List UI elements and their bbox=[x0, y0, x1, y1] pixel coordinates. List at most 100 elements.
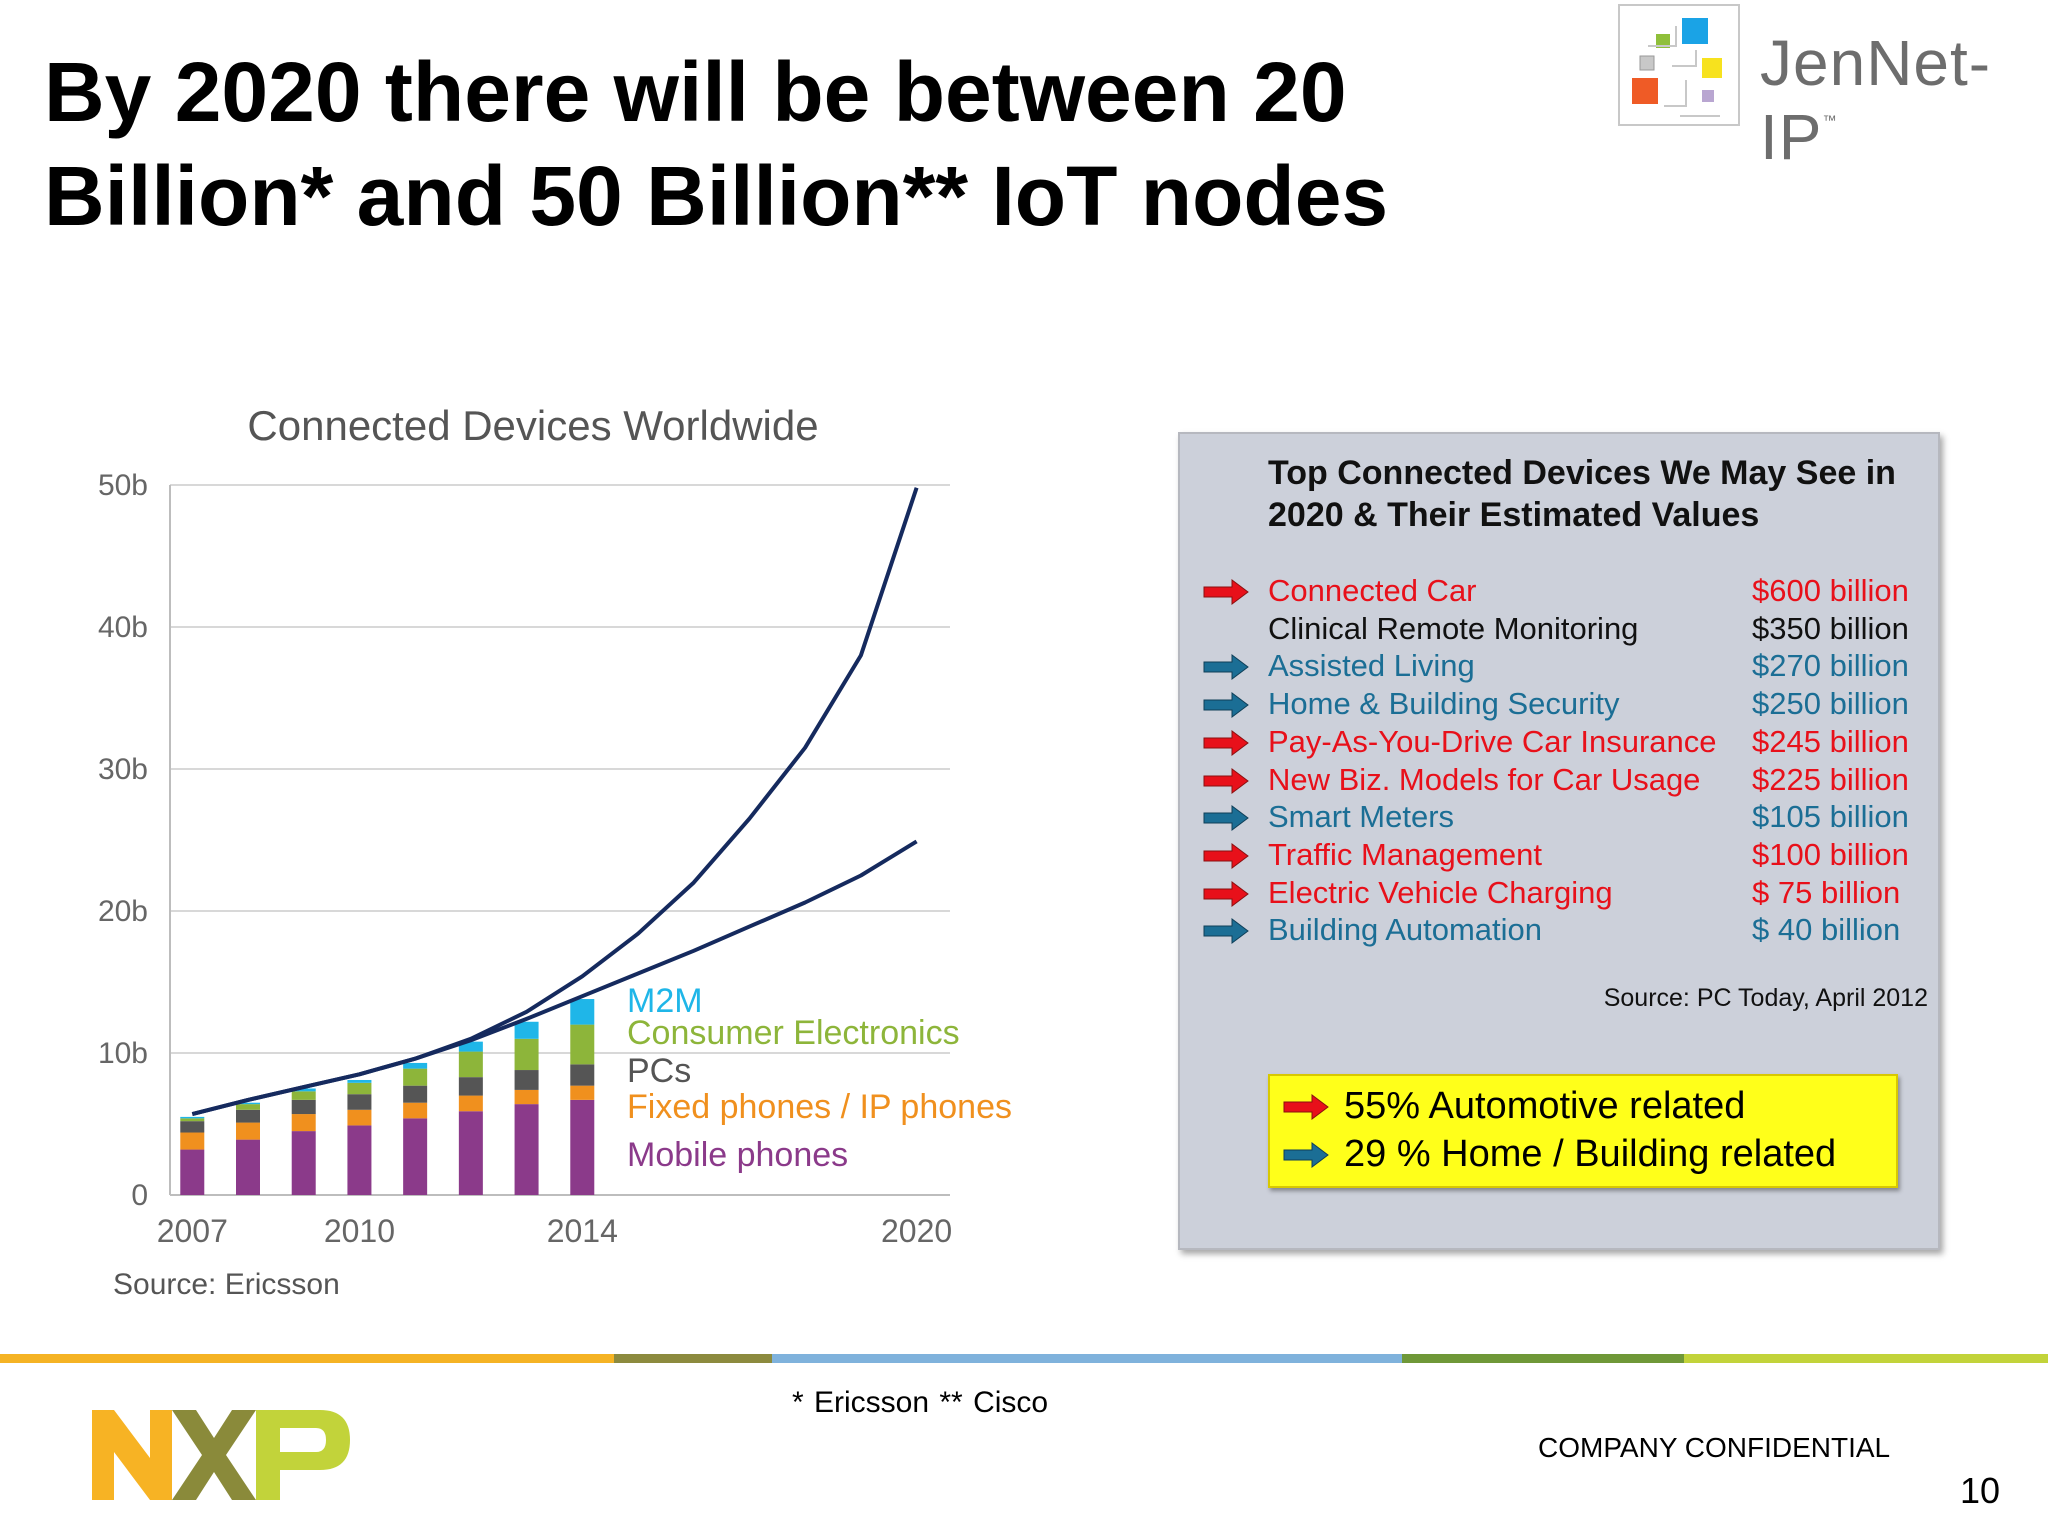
bar-segment bbox=[291, 1091, 316, 1100]
bar-segment bbox=[347, 1094, 372, 1110]
right-arrow-icon bbox=[1203, 654, 1249, 681]
footnote: * Ericsson ** Cisco bbox=[792, 1386, 1049, 1419]
x-tick-label: 2007 bbox=[157, 1213, 228, 1249]
right-arrow-icon bbox=[1203, 842, 1249, 869]
right-arrow-icon bbox=[1283, 1142, 1329, 1168]
device-name: Electric Vehicle Charging bbox=[1268, 874, 1613, 910]
jennet-logo-tm: ™ bbox=[1822, 112, 1838, 128]
device-value: $ 40 billion bbox=[1752, 912, 1901, 948]
bar-segment bbox=[458, 1051, 483, 1078]
trend-line bbox=[191, 839, 918, 1117]
bar-segment bbox=[180, 1121, 205, 1133]
y-tick-label: 50b bbox=[98, 469, 148, 502]
legend-label: Mobile phones bbox=[627, 1136, 848, 1174]
slide-title-line2: Billion* and 50 Billion** IoT nodes bbox=[44, 149, 1389, 243]
device-row: Clinical Remote Monitoring $350 billion bbox=[1180, 610, 1940, 648]
bar-segment bbox=[570, 1024, 595, 1065]
device-name: New Biz. Models for Car Usage bbox=[1268, 761, 1701, 797]
device-row: New Biz. Models for Car Usage $225 billio… bbox=[1180, 761, 1940, 799]
right-arrow-icon bbox=[1203, 692, 1249, 719]
device-value: $100 billion bbox=[1752, 836, 1909, 872]
bar-segment bbox=[458, 1095, 483, 1112]
y-tick-label: 40b bbox=[98, 611, 148, 644]
bar-segment bbox=[403, 1068, 428, 1086]
device-value: $250 billion bbox=[1752, 686, 1909, 722]
callout-text: 55% Automotive related bbox=[1344, 1085, 1746, 1127]
right-arrow-icon bbox=[1203, 918, 1249, 945]
device-row: Assisted Living $270 billion bbox=[1180, 647, 1940, 685]
legend-label: PCs bbox=[627, 1052, 691, 1090]
device-value: $600 billion bbox=[1752, 573, 1909, 608]
footer-stripe-segment bbox=[1684, 1354, 2048, 1363]
bar-segment bbox=[291, 1088, 316, 1092]
bar-segment bbox=[570, 999, 595, 1025]
bar-segment bbox=[236, 1109, 260, 1123]
device-value: $225 billion bbox=[1752, 761, 1909, 797]
device-row: Pay-As-You-Drive Car Insurance $245 billi… bbox=[1180, 723, 1940, 761]
bar-segment bbox=[514, 1070, 539, 1090]
footer-stripe-segment bbox=[772, 1354, 1402, 1363]
jennet-logo-text: JenNet-IP™ bbox=[1760, 26, 2048, 174]
device-name: Traffic Management bbox=[1268, 836, 1542, 872]
right-arrow-icon bbox=[1203, 880, 1249, 907]
bar-segment bbox=[458, 1041, 483, 1052]
bar-segment bbox=[236, 1104, 260, 1110]
footer-stripe-segment bbox=[1402, 1354, 1684, 1363]
bar-segment bbox=[403, 1062, 428, 1069]
footer-stripe-segment bbox=[0, 1354, 614, 1363]
device-name: Smart Meters bbox=[1268, 799, 1455, 835]
y-tick-label: 0 bbox=[131, 1179, 148, 1212]
x-tick-label: 2014 bbox=[547, 1213, 618, 1249]
confidential-label: COMPANY CONFIDENTIAL bbox=[1538, 1432, 1891, 1463]
device-name: Home & Building Security bbox=[1268, 686, 1620, 722]
legend-label: M2M bbox=[627, 982, 703, 1020]
device-value: $105 billion bbox=[1752, 799, 1909, 835]
right-arrow-icon bbox=[1203, 729, 1249, 756]
device-value: $270 billion bbox=[1752, 648, 1909, 684]
device-row: Building Automation $ 40 billion bbox=[1180, 911, 1940, 949]
device-value: $350 billion bbox=[1752, 610, 1909, 646]
callout-row: 29 % Home / Building related bbox=[1282, 1130, 1892, 1178]
summary-callout: 55% Automotive related 29 % Home / Buildi… bbox=[1268, 1074, 1898, 1188]
bar-segment bbox=[347, 1109, 372, 1126]
bar-segment bbox=[236, 1122, 260, 1140]
nxp-logo bbox=[92, 1410, 352, 1505]
device-name: Connected Car bbox=[1268, 573, 1477, 608]
device-value: $ 75 billion bbox=[1752, 874, 1901, 910]
bar-segment bbox=[236, 1102, 260, 1105]
slide-title-line1: By 2020 there will be between 20 bbox=[44, 45, 1347, 139]
right-arrow-icon bbox=[1203, 767, 1249, 794]
bar-segment bbox=[403, 1118, 428, 1195]
bar-segment bbox=[347, 1082, 372, 1095]
top-devices-panel: Top Connected Devices We May See in 2020… bbox=[1178, 432, 1940, 1250]
jennet-logo-icon bbox=[1618, 4, 1740, 126]
x-tick-label: 2010 bbox=[324, 1213, 395, 1249]
bar-segment bbox=[514, 1038, 539, 1071]
device-name: Pay-As-You-Drive Car Insurance bbox=[1268, 723, 1717, 759]
right-arrow-icon bbox=[1283, 1094, 1329, 1120]
legend-label: Consumer Electronics bbox=[627, 1014, 960, 1052]
chart-title: Connected Devices Worldwide bbox=[247, 402, 818, 449]
y-tick-label: 20b bbox=[98, 895, 148, 928]
right-arrow-icon bbox=[1203, 805, 1249, 832]
chart-svg: Connected Devices Worldwide 0 10b 20b 30b 40b… bbox=[98, 402, 1012, 1301]
bar-segment bbox=[180, 1118, 205, 1122]
callout-text: 29 % Home / Building related bbox=[1344, 1133, 1837, 1175]
bar-segment bbox=[291, 1131, 316, 1195]
y-tick-label: 30b bbox=[98, 753, 148, 786]
nxp-logo-mark bbox=[92, 1410, 350, 1500]
device-row: Connected Car $600 billion bbox=[1180, 572, 1940, 610]
legend-label: Fixed phones / IP phones bbox=[627, 1088, 1012, 1126]
jennet-ip-logo: JenNet-IP™ bbox=[1618, 4, 2048, 173]
bar-segment bbox=[347, 1079, 372, 1083]
bar-segment bbox=[291, 1114, 316, 1132]
device-row: Smart Meters $105 billion bbox=[1180, 798, 1940, 836]
callout-row: 55% Automotive related bbox=[1282, 1082, 1892, 1130]
page-number: 10 bbox=[1960, 1470, 2001, 1511]
bar-segment bbox=[514, 1021, 539, 1039]
right-arrow-icon bbox=[1203, 579, 1249, 605]
bar-segment bbox=[458, 1111, 483, 1195]
bar-segment bbox=[458, 1077, 483, 1096]
panel-title: Top Connected Devices We May See in 2020… bbox=[1268, 454, 1896, 534]
bar-segment bbox=[514, 1104, 539, 1195]
